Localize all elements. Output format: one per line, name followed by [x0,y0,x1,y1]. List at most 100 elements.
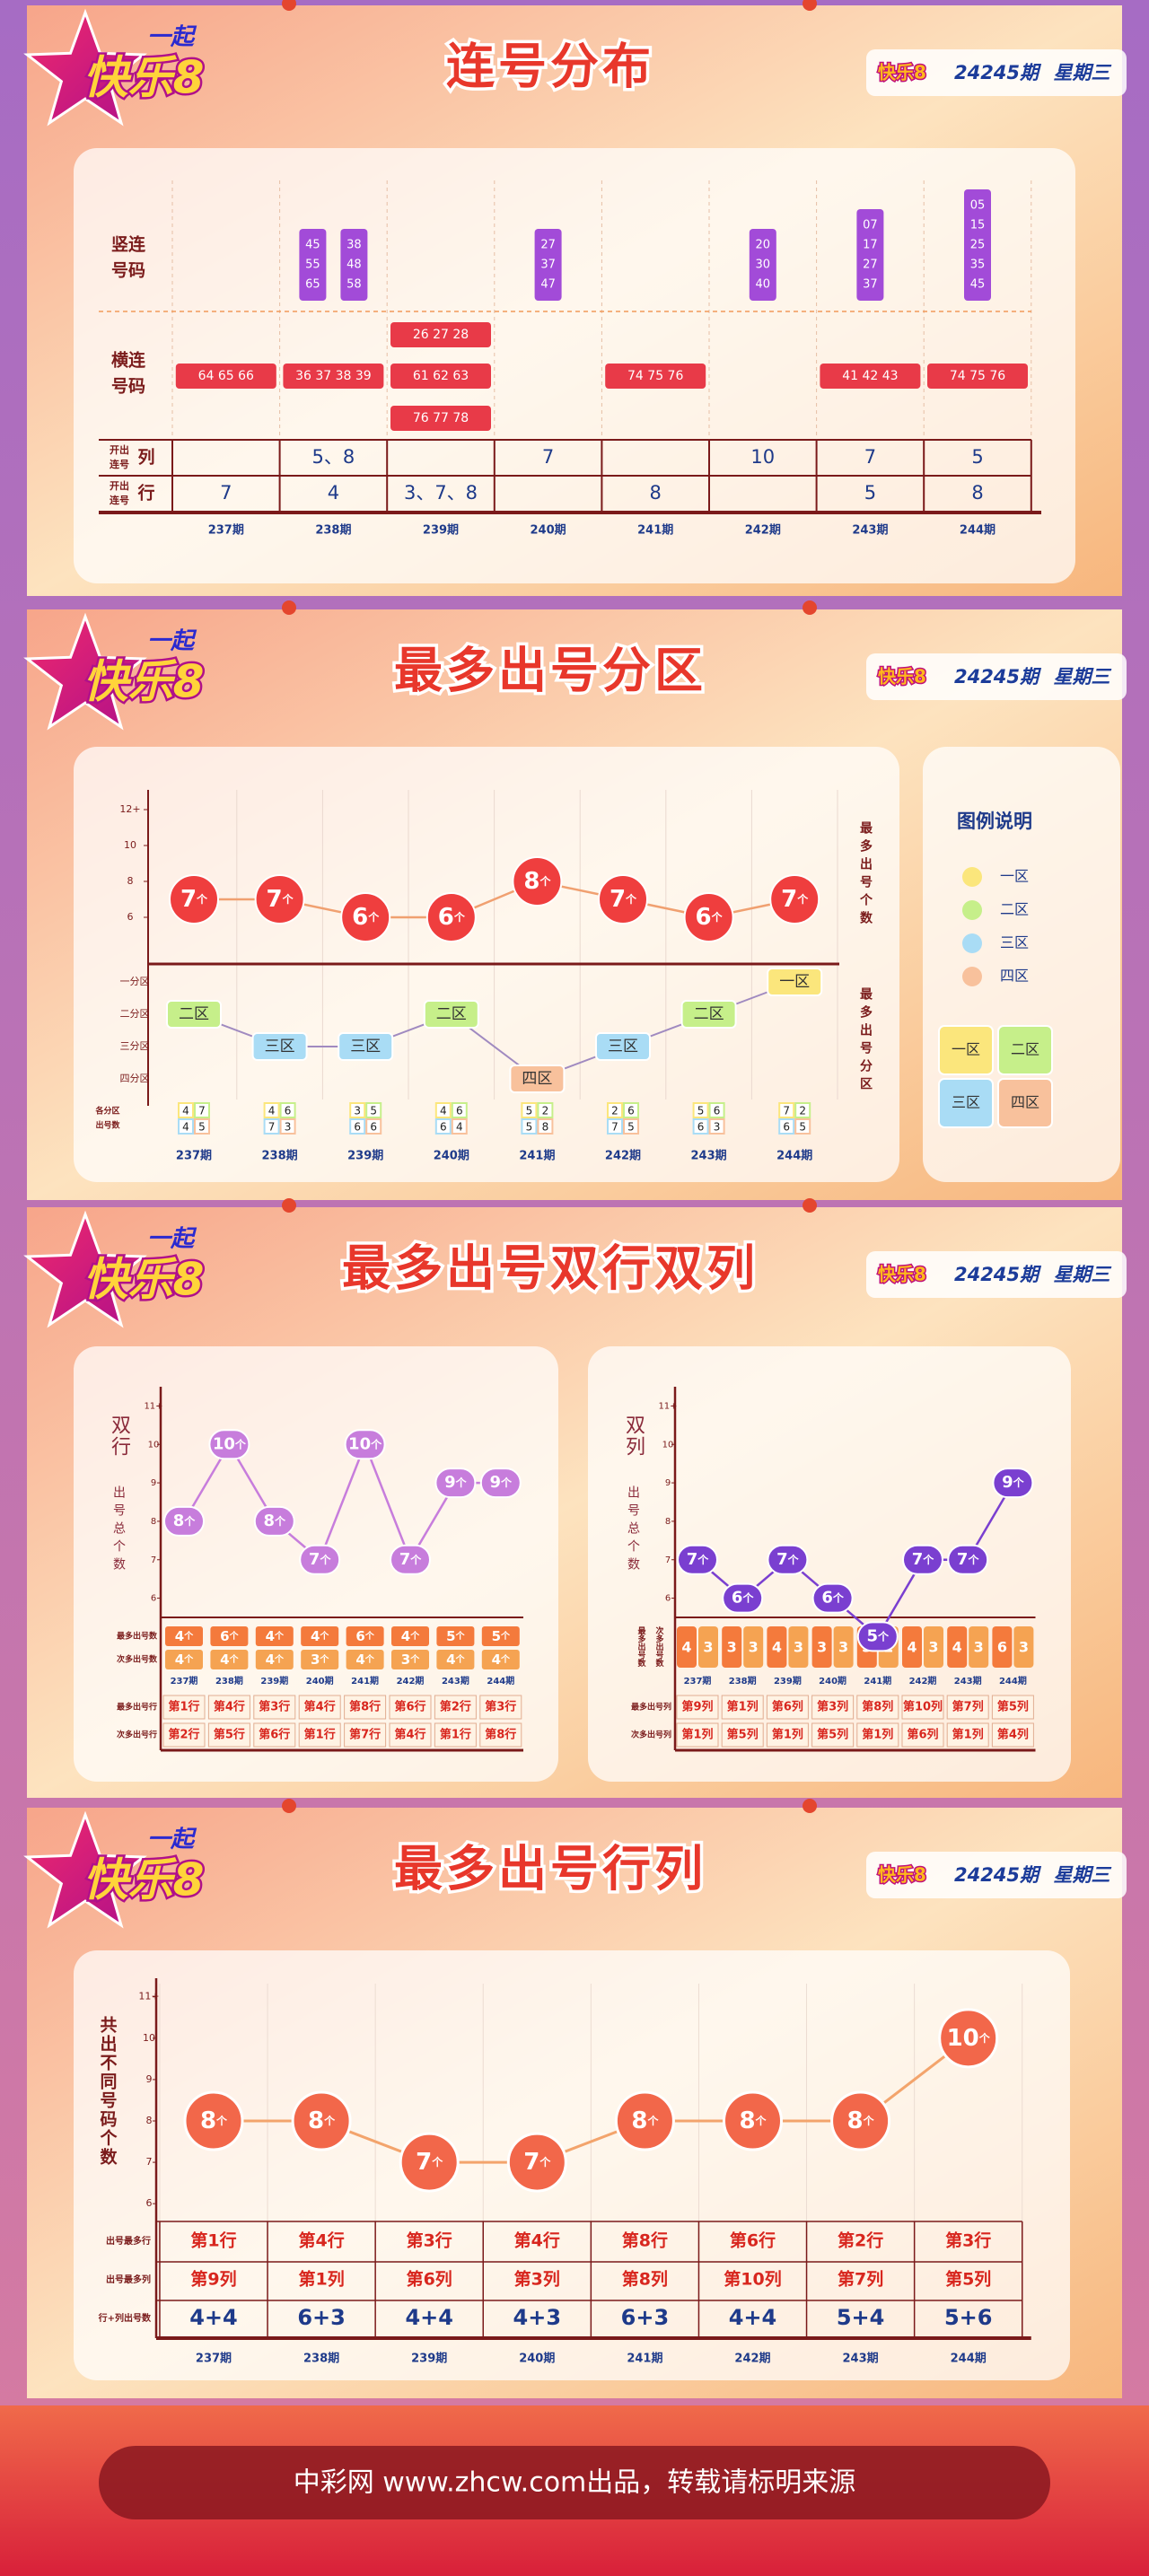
count: 4 [268,1105,276,1117]
count: 5 [370,1105,377,1117]
count-cell [349,1118,366,1135]
value: 8 [523,868,539,895]
legend-swatch [962,933,982,953]
counts-label: 出号数 [95,1120,120,1131]
h-pill [390,406,491,431]
issue-logo: 快乐8 [878,62,926,83]
value: 9 [490,1473,502,1492]
cell-value: 4个 [175,1628,194,1644]
value: 8 [739,2107,755,2134]
cell-value: 6个 [355,1628,374,1644]
zone-name: 三区 [265,1038,295,1056]
v-number: 45 [970,278,986,292]
v-number: 55 [305,258,320,272]
x-tick-label: 239期 [260,1675,288,1687]
value-label: 7个 [399,1550,423,1569]
value: 6 [732,1589,743,1608]
bubble [208,1429,250,1460]
v-number: 27 [863,258,878,272]
y-tick-label: 11+ [658,1401,677,1411]
h-numbers: 36 37 38 39 [295,369,372,383]
cell-value: 3 [838,1639,848,1656]
y-label: 最多出号分区 [858,986,873,1095]
v-number: 58 [346,278,362,292]
value: 7 [180,886,197,913]
value-label: 8个 [523,868,551,895]
row-label: 开出 [110,479,129,492]
cell [301,1650,339,1669]
x-tick-label: 243期 [442,1675,469,1687]
value: 5 [446,1628,455,1644]
value: 5 [492,1628,501,1644]
cell-value: 3 [1019,1639,1029,1656]
cell-value: 第1行 [304,1728,336,1742]
cell-value: 4 [681,1639,691,1656]
count-cell [708,1102,725,1118]
x-tick-label: 239期 [774,1675,802,1687]
cell-value: 第2行 [838,2230,883,2251]
count: 6 [697,1121,705,1134]
zone-node [166,1000,222,1029]
bubble [253,1505,295,1537]
x-tick-label: 238期 [303,2353,339,2366]
count-cell [263,1102,280,1118]
cell-value: 第4行 [514,2230,560,2251]
value: 4 [311,1628,320,1644]
v-pill [534,229,562,301]
count-cell [537,1118,554,1135]
y-tick-label: 11+ [138,1991,159,2002]
value-label: 9个 [1002,1473,1025,1492]
period: 238期 [315,524,351,538]
unit: 个 [922,1552,934,1565]
period: 240期 [531,524,566,538]
y-tick-label: 6 [146,2197,153,2209]
x-tick-label: 237期 [171,1675,198,1687]
cell-value: 5+4 [837,2305,885,2330]
cell [766,1722,809,1748]
cell [811,1626,832,1668]
x-tick-label: 244期 [487,1675,514,1687]
h-pill [927,364,1028,389]
count: 5 [526,1105,533,1117]
row-label: 行+列出号数 [98,2312,152,2324]
zone-node [767,968,823,996]
issue-logo: 快乐8 [878,666,926,688]
cell [481,1650,520,1669]
cell [946,1722,989,1748]
cell-value: 4+4 [405,2305,453,2330]
legend-label: 四区 [1000,968,1029,985]
unit: 个 [370,1437,382,1450]
bubble [856,1621,899,1652]
bubble [947,1544,989,1575]
panel-title: 最多出号分区 [394,643,706,699]
cell-value: 4+4 [189,2305,238,2330]
y-label: 出号总个数 [626,1485,640,1575]
cell [391,1650,429,1669]
brand-main: 快乐8 [83,1854,205,1906]
issue-box [866,1251,1127,1298]
value: 7 [912,1550,924,1569]
count: 4 [456,1121,463,1134]
value-label: 7个 [781,886,809,913]
period: 241期 [637,524,673,538]
cell-value: 4个 [311,1628,329,1644]
card [588,1346,1071,1782]
zone-label: 三分区 [120,1040,150,1052]
count: 6 [783,1121,790,1134]
unit: 个 [832,1590,845,1604]
unit: 个 [646,2114,659,2127]
cell-value: 5个 [492,1628,511,1644]
cell [479,1695,522,1720]
count: 7 [198,1105,206,1117]
cell-value: 第7列 [838,2269,883,2290]
value-label: 7个 [309,1550,332,1569]
unit: 个 [319,1552,331,1565]
y-tick-label: 10 [662,1440,674,1450]
panel-title: 最多出号双行双列 [342,1240,759,1297]
cell [698,1626,718,1668]
row-label: 最多出号数 [636,1625,646,1668]
zone-node [423,1000,479,1029]
value-label: 6个 [438,904,466,931]
cell [479,1722,522,1748]
cell [389,1722,432,1748]
